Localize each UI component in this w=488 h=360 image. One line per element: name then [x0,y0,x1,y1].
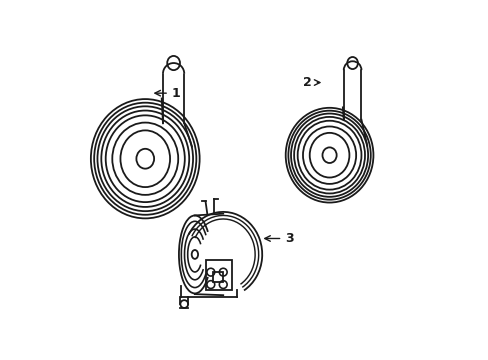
Text: 3: 3 [264,232,293,245]
Text: 2: 2 [303,76,319,89]
Bar [205,260,232,290]
Bar [213,272,223,282]
Text: 1: 1 [155,87,180,100]
